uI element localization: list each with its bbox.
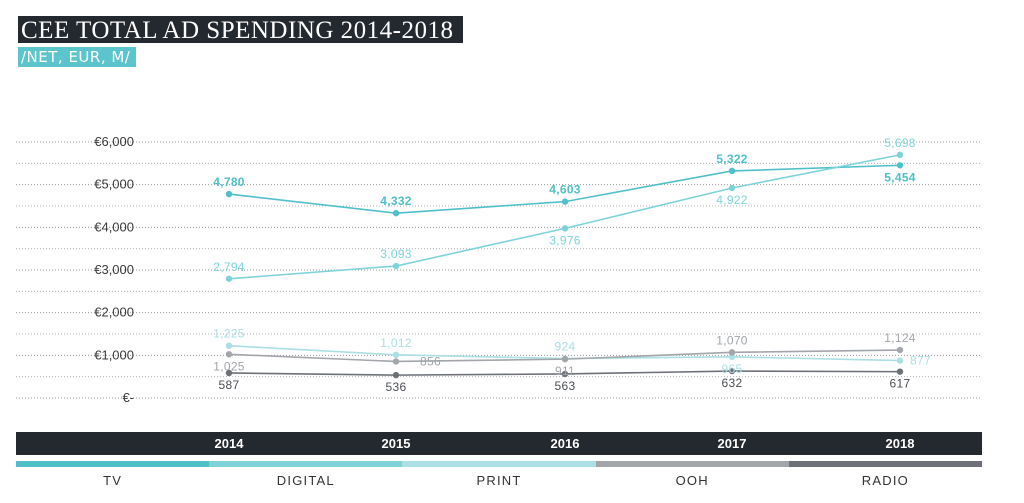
data-label-print: 1,225 xyxy=(213,327,245,341)
data-point-ooh xyxy=(392,358,400,365)
data-label-radio: 536 xyxy=(386,380,407,394)
data-label-radio: 563 xyxy=(555,379,576,393)
data-label-radio: 587 xyxy=(219,378,240,392)
legend-swatch-print xyxy=(402,461,596,467)
legend-swatch-ooh xyxy=(595,461,789,467)
y-tick-label: €2,000 xyxy=(94,305,134,320)
grid-lines xyxy=(16,141,982,399)
data-point-tv xyxy=(896,162,904,169)
data-point-ooh xyxy=(896,346,904,354)
data-label-digital: 2,794 xyxy=(213,260,245,274)
data-point-radio xyxy=(728,367,736,375)
legend-swatch-radio xyxy=(788,461,982,467)
data-label-tv: 5,322 xyxy=(716,152,748,166)
data-point-radio xyxy=(896,368,904,375)
data-point-ooh xyxy=(561,355,569,363)
data-point-tv xyxy=(728,167,736,175)
series-line-digital xyxy=(228,154,901,280)
legend-label-radio: RADIO xyxy=(861,473,909,488)
y-tick-label: €6,000 xyxy=(94,134,134,149)
x-axis-bar: 2014 2015 2016 2017 2018 xyxy=(16,432,982,455)
legend-swatch-tv xyxy=(16,461,210,467)
data-label-digital: 3,976 xyxy=(549,233,581,247)
x-tick-label: 2015 xyxy=(381,436,411,451)
data-point-digital xyxy=(728,184,736,192)
data-label-tv: 5,454 xyxy=(884,170,916,184)
data-point-digital xyxy=(225,275,233,282)
data-point-ooh xyxy=(728,349,736,356)
x-tick-label: 2014 xyxy=(214,436,244,451)
x-tick-label: 2018 xyxy=(885,436,915,451)
data-point-ooh xyxy=(225,351,233,358)
legend-label-digital: DIGITAL xyxy=(276,473,335,488)
data-point-digital xyxy=(896,151,904,159)
data-point-print xyxy=(392,351,400,359)
y-axis: €- €1,000 €2,000 €3,000 €4,000 €5,000 €6,000 xyxy=(94,134,134,405)
legend-swatch-digital xyxy=(209,461,403,467)
data-label-ooh: 1,070 xyxy=(716,333,748,347)
data-label-digital: 5,698 xyxy=(884,136,916,150)
data-point-digital xyxy=(561,225,569,232)
data-label-ooh: 856 xyxy=(420,354,441,368)
data-label-print: 965 xyxy=(722,362,743,376)
data-point-radio xyxy=(225,369,233,377)
data-label-radio: 617 xyxy=(890,377,911,391)
data-label-print: 924 xyxy=(555,340,576,354)
data-label-tv: 4,780 xyxy=(213,175,245,189)
x-tick-label: 2016 xyxy=(550,436,580,451)
data-label-ooh: 1,124 xyxy=(884,331,916,345)
y-tick-label: €4,000 xyxy=(94,219,134,234)
y-tick-label: €5,000 xyxy=(94,177,134,192)
data-label-digital: 4,922 xyxy=(716,193,748,207)
data-label-print: 1,012 xyxy=(380,336,412,350)
chart-title: CEE TOTAL AD SPENDING 2014-2018 xyxy=(18,16,464,44)
data-label-ooh: 911 xyxy=(555,364,575,378)
series-points xyxy=(225,151,904,379)
data-point-digital xyxy=(392,262,400,270)
data-point-radio xyxy=(561,370,569,378)
data-label-ooh: 1,025 xyxy=(213,359,245,373)
x-tick-label: 2017 xyxy=(717,436,747,451)
data-point-tv xyxy=(225,190,233,198)
chart-subtitle: /NET, EUR, M/ xyxy=(18,47,137,67)
data-label-tv: 4,332 xyxy=(380,194,412,208)
data-point-print xyxy=(728,353,736,361)
y-tick-label: €1,000 xyxy=(94,347,134,362)
y-tick-label: €- xyxy=(122,390,134,405)
y-tick-label: €3,000 xyxy=(94,262,134,277)
legend-label-tv: TV xyxy=(103,473,123,488)
data-point-print xyxy=(896,357,904,364)
data-labels: 4,780 4,332 4,603 5,322 5,454 2,794 3,093 3,976… xyxy=(213,136,931,394)
data-label-digital: 3,093 xyxy=(380,247,412,261)
legend-label-ooh: OOH xyxy=(675,473,709,488)
data-point-print xyxy=(225,342,233,349)
data-point-tv xyxy=(392,209,400,217)
data-label-tv: 4,603 xyxy=(549,183,581,197)
data-label-radio: 632 xyxy=(722,376,743,390)
legend-label-print: PRINT xyxy=(476,473,522,488)
data-point-radio xyxy=(392,371,400,379)
data-label-print: 877 xyxy=(910,354,931,368)
data-point-tv xyxy=(561,198,569,205)
